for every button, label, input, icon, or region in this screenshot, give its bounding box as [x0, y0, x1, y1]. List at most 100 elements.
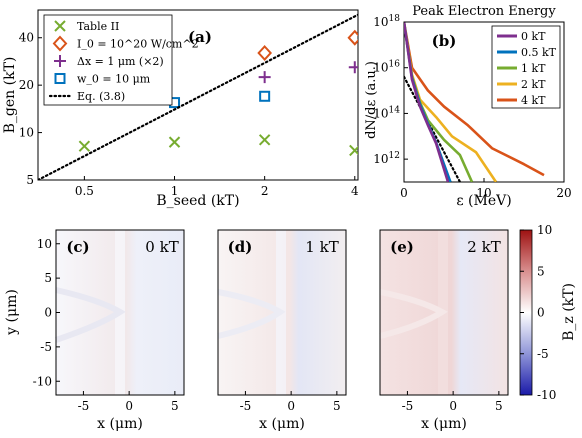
panel-b-marks — [404, 22, 545, 182]
x-tick-label: 1 — [171, 184, 179, 198]
panel-b-letter: (b) — [432, 32, 457, 50]
eq-line — [38, 13, 358, 180]
y-tick-label: 20 — [19, 78, 34, 92]
panel-a-xlabel: B_seed (kT) — [156, 193, 239, 209]
x-tick-label: 2 — [261, 184, 269, 198]
legend-label: 1 kT — [521, 62, 546, 75]
x-tick-label: 5 — [333, 399, 341, 413]
panel-c-wake — [55, 287, 126, 343]
data-point — [348, 61, 358, 74]
panel-d-wake — [217, 289, 286, 339]
panel-e-wake — [379, 289, 448, 339]
x-tick-label: 5 — [495, 399, 503, 413]
reference-line — [404, 75, 462, 182]
colorbar-ticks: -10 -5 0 5 10 — [520, 223, 556, 402]
legend-label: 0 kT — [521, 30, 546, 43]
panel-b-xlabel: ε (MeV) — [456, 193, 511, 209]
spectrum-line — [404, 22, 545, 177]
colorbar-tick-label: -5 — [537, 347, 549, 361]
panel-a-ylabel: B_gen (kT) — [2, 57, 18, 134]
x-tick-label: 0.5 — [75, 184, 94, 198]
panel-a-legend: Table II I_0 = 10^20 W/cm^2 Δx = 1 μm (×2)… — [43, 14, 199, 106]
legend-swatch — [54, 73, 66, 84]
panel-e-frame — [379, 229, 509, 396]
panel-d-label: 1 kT — [305, 238, 338, 256]
panel-a: 0.5 1 2 4 5 10 20 40 (a) Table II I_0 = 10^20 W/… — [2, 9, 359, 209]
y-tick-label: 10 — [19, 126, 34, 140]
colorbar-label: B_z (kT) — [561, 283, 577, 341]
colorbar-tick-label: 10 — [537, 223, 552, 237]
x-tick-label: -5 — [78, 399, 90, 413]
data-point — [258, 134, 271, 146]
colorbar-tick-label: 0 — [537, 306, 545, 320]
data-point — [259, 90, 271, 102]
panel-a-ticks: 0.5 1 2 4 5 10 20 40 — [19, 31, 359, 198]
panel-b-ylabel: dN/dε (a.u.) — [364, 61, 379, 139]
x-tick-label: 5 — [171, 399, 179, 413]
legend-label: 0.5 kT — [521, 46, 557, 59]
y-tick-label: 40 — [19, 31, 34, 45]
legend-label: Eq. (3.8) — [77, 90, 125, 103]
panel-c-label: 0 kT — [145, 238, 178, 256]
colorbar-tick-label: 5 — [537, 264, 545, 278]
panel-e-xlabel: x (μm) — [421, 416, 467, 432]
data-point — [168, 136, 181, 148]
spectrum-line — [404, 22, 450, 182]
panel-b: Peak Electron Energy 0 10 20 1012 1014 1016 10… — [364, 4, 572, 209]
panel-d-ticks: -5 0 5 — [240, 391, 341, 413]
x-tick-label: -5 — [240, 399, 252, 413]
y-tick-label: 1016 — [373, 60, 400, 75]
panel-a-marks — [38, 13, 358, 180]
y-tick-label: 1014 — [373, 105, 400, 120]
x-tick-label: -5 — [402, 399, 414, 413]
legend-label: 4 kT — [521, 94, 546, 107]
panel-c-letter: (c) — [66, 238, 89, 256]
panel-b-legend: 0 kT 0.5 kT 1 kT 2 kT 4 kT — [491, 25, 561, 109]
data-point — [347, 29, 358, 46]
y-tick-label: -10 — [33, 374, 52, 388]
x-tick-label: 0 — [287, 399, 295, 413]
panel-b-ticks: 0 10 20 1012 1014 1016 1018 — [373, 14, 571, 200]
panel-d-letter: (d) — [228, 238, 253, 256]
panel-c-xlabel: x (μm) — [97, 416, 143, 432]
legend-label: 2 kT — [521, 78, 546, 91]
panel-c-ylabel: y (μm) — [4, 289, 20, 336]
legend-label: Δx = 1 μm (×2) — [77, 55, 164, 68]
panel-e: (e) 2 kT -5 0 5 x (μm) -10 -5 0 5 10 B_z (kT) — [379, 223, 577, 432]
x-tick-label: 0 — [400, 186, 408, 200]
data-point — [78, 140, 91, 152]
data-point — [349, 144, 358, 157]
panel-d-frame — [217, 229, 347, 396]
x-tick-label: 4 — [351, 184, 359, 198]
x-tick-label: 20 — [556, 186, 571, 200]
x-tick-label: 0 — [125, 399, 133, 413]
data-point — [257, 45, 273, 61]
x-tick-label: 10 — [476, 186, 491, 200]
legend-swatch — [52, 35, 68, 52]
panel-c-ticks: -5 0 5 -10 -5 0 5 10 — [33, 237, 179, 413]
y-tick-label: 5 — [44, 271, 52, 285]
panel-e-letter: (e) — [390, 238, 414, 256]
legend-swatch — [54, 55, 66, 67]
y-tick-label: 10 — [37, 237, 52, 251]
panel-a-letter: (a) — [188, 28, 212, 46]
colorbar-tick-label: -10 — [537, 388, 556, 402]
data-point — [258, 71, 271, 84]
y-tick-label: -5 — [40, 340, 52, 354]
y-tick-label: 1018 — [373, 14, 400, 29]
y-tick-label: 1012 — [373, 151, 400, 166]
panel-d: (d) 1 kT -5 0 5 x (μm) — [217, 229, 347, 432]
y-tick-label: 0 — [44, 306, 52, 320]
panel-e-label: 2 kT — [467, 238, 500, 256]
legend-label: I_0 = 10^20 W/cm^2 — [77, 38, 199, 51]
legend-swatch — [54, 20, 66, 32]
panel-e-ticks: -5 0 5 — [402, 391, 503, 413]
legend-label: Table II — [77, 20, 119, 33]
panel-d-xlabel: x (μm) — [259, 416, 305, 432]
panel-c: (c) 0 kT -5 0 5 -10 -5 0 5 10 x (μm) y (μm) — [4, 229, 185, 432]
legend-label: w_0 = 10 μm — [77, 73, 151, 86]
y-tick-label: 5 — [26, 173, 34, 187]
panel-b-title: Peak Electron Energy — [412, 4, 556, 19]
x-tick-label: 0 — [449, 399, 457, 413]
